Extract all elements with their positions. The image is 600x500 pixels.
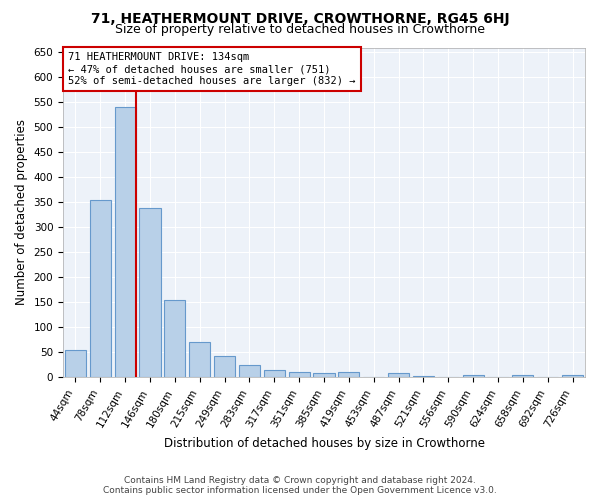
Bar [289,372,310,378]
Text: Size of property relative to detached houses in Crowthorne: Size of property relative to detached ho… [115,22,485,36]
Bar [65,350,86,378]
Text: 71, HEATHERMOUNT DRIVE, CROWTHORNE, RG45 6HJ: 71, HEATHERMOUNT DRIVE, CROWTHORNE, RG45… [91,12,509,26]
Bar [139,208,161,378]
Bar [90,200,111,378]
Bar [264,370,285,378]
Bar [463,375,484,378]
Bar [115,108,136,378]
Bar [338,372,359,378]
Bar [164,300,185,378]
X-axis label: Distribution of detached houses by size in Crowthorne: Distribution of detached houses by size … [164,437,485,450]
Bar [388,374,409,378]
Text: Contains HM Land Registry data © Crown copyright and database right 2024.
Contai: Contains HM Land Registry data © Crown c… [103,476,497,495]
Bar [512,375,533,378]
Bar [214,356,235,378]
Text: 71 HEATHERMOUNT DRIVE: 134sqm
← 47% of detached houses are smaller (751)
52% of : 71 HEATHERMOUNT DRIVE: 134sqm ← 47% of d… [68,52,356,86]
Bar [189,342,210,378]
Bar [562,375,583,378]
Bar [413,376,434,378]
Bar [239,365,260,378]
Y-axis label: Number of detached properties: Number of detached properties [15,120,28,306]
Bar [313,374,335,378]
